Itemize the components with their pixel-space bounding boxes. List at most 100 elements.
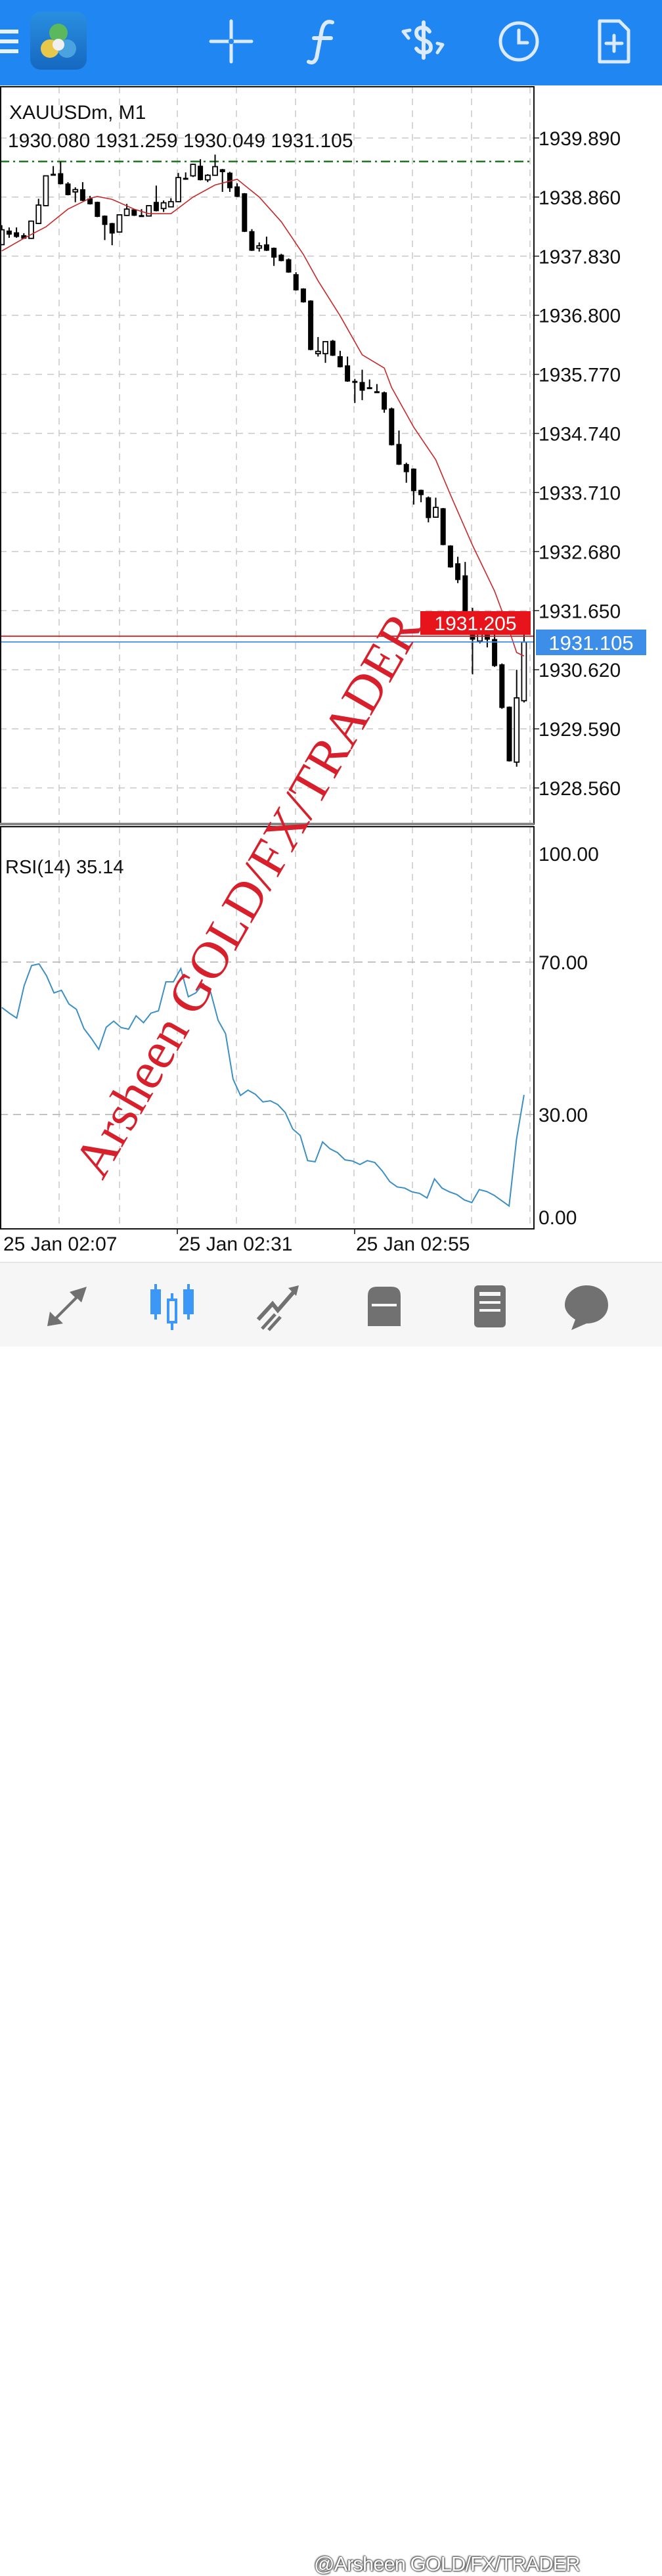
- moving-average-line: [1, 178, 525, 656]
- candle-body-bull: [521, 641, 527, 702]
- candle-body-bull: [204, 174, 211, 181]
- candle-body-bear: [345, 365, 351, 382]
- price-axis-label: 1928.560: [539, 778, 621, 800]
- candle-body-bear: [79, 189, 85, 201]
- time-axis-label: 25 Jan 02:55: [356, 1233, 470, 1255]
- price-axis-label: 1934.740: [539, 424, 621, 446]
- candle: [204, 173, 211, 183]
- price-axis-label: 1936.800: [539, 306, 621, 327]
- candle: [506, 706, 512, 762]
- candle: [499, 663, 505, 709]
- candle-body-bear: [330, 340, 336, 356]
- candle: [190, 164, 196, 177]
- candle: [455, 557, 461, 584]
- quotes-icon[interactable]: [38, 1276, 97, 1335]
- chart-grid: [0, 87, 534, 1229]
- candle: [389, 407, 395, 446]
- candle: [109, 223, 115, 246]
- indicators-f-icon[interactable]: [294, 12, 353, 71]
- candle-body-bear: [308, 300, 314, 350]
- price-axis-label: 1930.620: [539, 660, 621, 681]
- candle-body-bear: [139, 215, 144, 218]
- new-order-file-plus-icon[interactable]: [584, 12, 643, 71]
- top-toolbar: [0, 0, 662, 85]
- candle: [308, 300, 314, 350]
- time-axis-label: 25 Jan 02:31: [179, 1233, 292, 1255]
- candle: [58, 161, 64, 185]
- candle-body-bull: [167, 200, 174, 208]
- rsi-indicator: [1, 963, 525, 1208]
- symbol-change-dollar-icon[interactable]: [394, 12, 453, 71]
- candle-body-bear: [352, 380, 358, 383]
- messages-icon[interactable]: [557, 1276, 616, 1335]
- candle-body-bear: [492, 639, 498, 666]
- metatrader-logo[interactable]: [30, 12, 87, 70]
- candle: [315, 336, 321, 357]
- bottom-navigation: @Arsheen GOLD/FX/TRADER: [0, 1262, 662, 2575]
- candle-body-bear: [440, 508, 446, 545]
- candle: [0, 225, 5, 246]
- rsi-axis-label: 70.00: [539, 952, 588, 974]
- candle: [403, 463, 409, 483]
- candle: [293, 272, 299, 291]
- candle: [366, 379, 372, 390]
- candle: [102, 215, 108, 241]
- candle: [234, 183, 240, 197]
- candle: [79, 182, 85, 201]
- candle-body-bull: [146, 205, 152, 217]
- price-axis-label: 1937.830: [539, 246, 621, 268]
- candle-body-bear: [278, 254, 284, 262]
- candle-body-bull: [0, 229, 5, 246]
- rsi-line: [1, 963, 525, 1208]
- candle-body-bull: [315, 350, 321, 355]
- timeframe-clock-icon[interactable]: [489, 12, 548, 71]
- chart-icon[interactable]: [143, 1276, 202, 1335]
- candle: [14, 227, 20, 238]
- candle-body-bull: [256, 245, 263, 249]
- chart-area[interactable]: 1939.890 1938.860 1937.830 1936.800 1935.770…: [0, 85, 662, 1262]
- candle: [175, 173, 181, 202]
- trade-icon[interactable]: [249, 1276, 308, 1335]
- candle-body-bear: [366, 387, 372, 390]
- candle-body-bear: [359, 382, 365, 391]
- candle-body-bear: [249, 231, 255, 251]
- price-axis-label: 1931.650: [539, 601, 621, 622]
- candle-body-bull: [322, 340, 328, 355]
- candle-body-bear: [300, 288, 306, 303]
- candle: [410, 468, 416, 505]
- candle: [95, 201, 100, 218]
- current-price-labels: 1931.205 1931.105: [420, 611, 646, 655]
- price-axis-label: 1929.590: [539, 719, 621, 741]
- candle-body-bear: [219, 169, 225, 172]
- candle: [28, 220, 34, 239]
- candle: [352, 379, 358, 403]
- candle: [131, 209, 137, 216]
- candle: [433, 497, 439, 518]
- candle: [116, 214, 123, 233]
- candle-body-bear: [410, 469, 416, 492]
- candle: [51, 166, 56, 176]
- candle: [35, 198, 42, 224]
- candle-body-bull: [190, 164, 196, 177]
- menu-icon[interactable]: [0, 12, 20, 71]
- candle: [198, 159, 204, 181]
- candle-body-bear: [242, 193, 248, 232]
- news-icon[interactable]: [460, 1276, 519, 1335]
- candle-body-bull: [123, 208, 130, 216]
- candle: [212, 154, 218, 176]
- candle-body-bull: [433, 507, 439, 518]
- rsi-axis-label: 0.00: [539, 1207, 577, 1229]
- candle: [72, 187, 79, 202]
- candles: [0, 154, 527, 767]
- ohlc-readout: 1930.080 1931.259 1930.049 1931.105: [8, 130, 353, 152]
- candle: [242, 193, 248, 233]
- candle: [167, 198, 174, 208]
- candle-body-bull: [212, 166, 218, 176]
- symbol-title: XAUUSDm, M1: [9, 102, 146, 124]
- history-icon[interactable]: [355, 1276, 414, 1335]
- candle-body-bull: [72, 189, 79, 193]
- metatrader-logo-graphic: [41, 24, 76, 58]
- candle-body-bear: [426, 497, 431, 518]
- candle-body-bear: [65, 183, 71, 195]
- crosshair-icon[interactable]: [202, 12, 261, 71]
